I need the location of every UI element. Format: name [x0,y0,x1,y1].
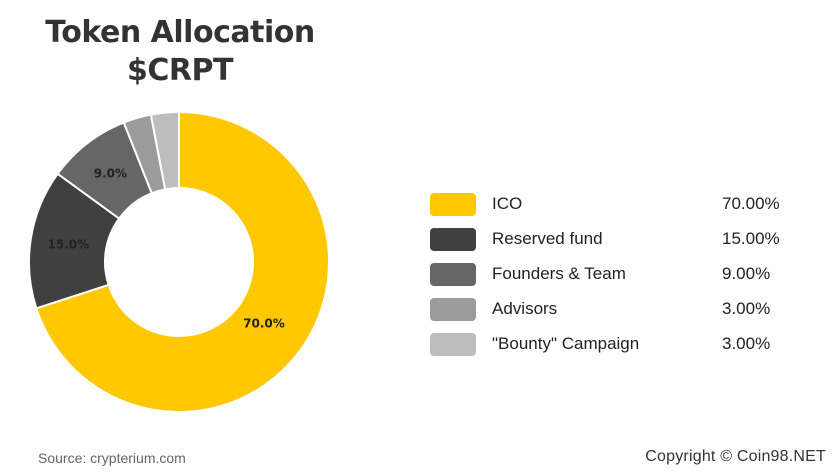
legend-value: 9.00% [722,264,771,283]
legend-value: 15.00% [722,229,780,248]
legend-item: Advisors 3.00% [430,295,810,330]
legend-label: Advisors [492,299,558,318]
legend-value: 3.00% [722,299,771,318]
chart-title: Token Allocation [45,15,315,50]
legend-label: Reserved fund [492,229,603,248]
legend-label: ICO [492,194,523,213]
donut-slice-ico [35,110,330,413]
legend-item: "Bounty" Campaign 3.00% [430,330,810,365]
legend-swatch-advisors [430,298,476,321]
data-label-founders-team: 9.0% [94,167,127,181]
legend-item: ICO 70.00% [430,190,810,225]
legend-label: "Bounty" Campaign [492,334,640,353]
legend-swatch-founders-team [430,263,476,286]
legend-value: 70.00% [722,194,780,213]
legend: ICO 70.00% Reserved fund 15.00% Founders… [430,190,810,365]
chart-title-block: Token Allocation $CRPT [30,14,330,90]
legend-swatch-bounty-campaign [430,333,476,356]
legend-swatch-ico [430,193,476,216]
legend-value: 3.00% [722,334,771,353]
donut-slice-bounty-campaign [149,110,180,191]
data-label-reserved-fund: 15.0% [48,237,90,251]
legend-item: Founders & Team 9.00% [430,260,810,295]
legend-label: Founders & Team [492,264,626,283]
copyright-note: Copyright © Coin98.NET [645,448,826,465]
legend-swatch-reserved-fund [430,228,476,251]
chart-subtitle: $CRPT [127,53,233,88]
legend-item: Reserved fund 15.00% [430,225,810,260]
source-note: Source: crypterium.com [38,450,186,466]
data-label-ico: 70.0% [243,317,285,331]
